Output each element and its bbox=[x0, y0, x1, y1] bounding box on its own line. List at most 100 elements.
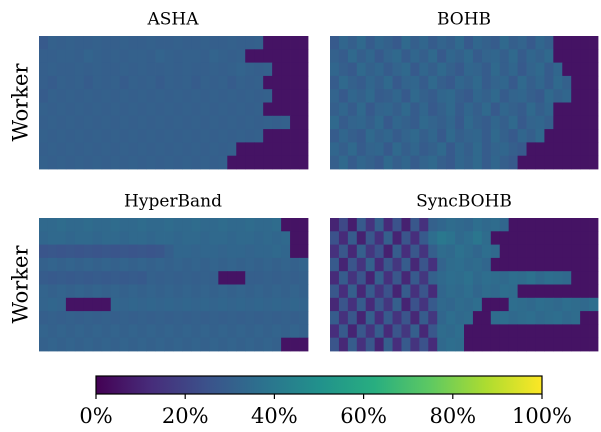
heatmap-cell bbox=[209, 36, 219, 50]
heatmap-cell bbox=[401, 129, 411, 143]
heatmap-cell bbox=[74, 297, 85, 312]
heatmap-cell bbox=[330, 324, 340, 339]
heatmap-cell bbox=[182, 257, 192, 272]
heatmap-cell bbox=[290, 89, 300, 103]
heatmap-cell bbox=[446, 75, 456, 90]
heatmap-cell bbox=[499, 257, 510, 272]
heatmap-cell bbox=[245, 142, 255, 157]
heatmap-cell bbox=[401, 36, 411, 50]
heatmap-cell bbox=[83, 257, 94, 272]
heatmap-cell bbox=[571, 257, 581, 272]
heatmap-cell bbox=[281, 129, 291, 143]
heatmap-cell bbox=[146, 155, 156, 170]
heatmap-cell bbox=[517, 284, 527, 299]
heatmap-cell bbox=[164, 284, 174, 299]
heatmap-cell bbox=[236, 155, 246, 170]
heatmap-cell bbox=[464, 311, 474, 325]
heatmap-cell bbox=[137, 297, 147, 312]
heatmap-cell bbox=[173, 284, 183, 299]
heatmap-cell bbox=[419, 62, 429, 77]
heatmap-cell bbox=[437, 115, 447, 130]
heatmap-cell bbox=[374, 36, 384, 50]
heatmap-cell bbox=[472, 115, 483, 130]
heatmap-cell bbox=[526, 231, 536, 245]
heatmap-cell bbox=[401, 231, 411, 245]
heatmap-cell bbox=[437, 271, 447, 285]
heatmap-cell bbox=[245, 271, 255, 285]
heatmap-cell bbox=[110, 75, 121, 90]
heatmap-cell bbox=[39, 115, 49, 130]
heatmap-cell bbox=[83, 142, 94, 157]
heatmap-cell bbox=[209, 102, 219, 117]
heatmap-cell bbox=[155, 129, 165, 143]
heatmap-cell bbox=[383, 49, 393, 63]
heatmap-cell bbox=[392, 244, 402, 259]
heatmap-cell bbox=[236, 89, 246, 103]
heatmap-cell bbox=[356, 324, 367, 339]
heatmap-cell bbox=[481, 155, 492, 170]
heatmap-cell bbox=[200, 155, 210, 170]
heatmap-cell bbox=[392, 89, 402, 103]
heatmap-cell bbox=[446, 49, 456, 63]
heatmap-cell bbox=[455, 337, 465, 352]
heatmap-cell bbox=[544, 62, 554, 77]
heatmap-cell bbox=[499, 62, 510, 77]
heatmap-cell bbox=[263, 75, 273, 90]
heatmap-cell bbox=[338, 271, 349, 285]
panel-title: HyperBand bbox=[124, 192, 222, 212]
heatmap-cell bbox=[83, 62, 94, 77]
heatmap-cell bbox=[299, 218, 309, 232]
heatmap-cell bbox=[119, 102, 130, 117]
heatmap-cell bbox=[65, 231, 76, 245]
heatmap-cell bbox=[330, 257, 340, 272]
heatmap-cell bbox=[508, 102, 518, 117]
heatmap-cell bbox=[464, 75, 474, 90]
heatmap-cell bbox=[290, 297, 300, 312]
heatmap-cell bbox=[455, 218, 465, 232]
heatmap-cell bbox=[338, 142, 349, 157]
heatmap-cell bbox=[272, 311, 282, 325]
heatmap-cell bbox=[410, 297, 420, 312]
heatmap-cell bbox=[47, 297, 58, 312]
heatmap-cell bbox=[419, 297, 429, 312]
heatmap-cell bbox=[200, 142, 210, 157]
heatmap-cell bbox=[128, 49, 139, 63]
heatmap-cell bbox=[571, 337, 581, 352]
heatmap-cell bbox=[209, 49, 219, 63]
heatmap-cell bbox=[191, 75, 201, 90]
heatmap-cell bbox=[365, 311, 376, 325]
heatmap-cell bbox=[490, 284, 501, 299]
heatmap-cell bbox=[128, 257, 139, 272]
heatmap-cell bbox=[110, 271, 121, 285]
heatmap-cell bbox=[464, 231, 474, 245]
heatmap-cell bbox=[455, 89, 465, 103]
heatmap-cell bbox=[410, 115, 420, 130]
heatmap-cell bbox=[209, 129, 219, 143]
heatmap-cell bbox=[146, 284, 156, 299]
heatmap-cell bbox=[39, 218, 49, 232]
heatmap-cell bbox=[146, 115, 156, 130]
heatmap-cell bbox=[330, 89, 340, 103]
heatmap-cell bbox=[392, 271, 402, 285]
heatmap-panel: BOHB bbox=[330, 10, 599, 170]
heatmap-cell bbox=[155, 218, 165, 232]
heatmap-cell bbox=[128, 324, 139, 339]
heatmap-cell bbox=[571, 75, 581, 90]
heatmap-cell bbox=[535, 142, 545, 157]
heatmap-cell bbox=[281, 142, 291, 157]
heatmap-cell bbox=[464, 142, 474, 157]
heatmap-cell bbox=[272, 102, 282, 117]
heatmap-cell bbox=[365, 89, 376, 103]
heatmap-cell bbox=[472, 142, 483, 157]
heatmap-cell bbox=[562, 102, 572, 117]
heatmap-cell bbox=[499, 297, 510, 312]
heatmap-cell bbox=[437, 244, 447, 259]
heatmap-cell bbox=[464, 337, 474, 352]
heatmap-cell bbox=[39, 89, 49, 103]
heatmap-cell bbox=[347, 284, 358, 299]
heatmap-cell bbox=[245, 284, 255, 299]
heatmap-cell bbox=[508, 231, 518, 245]
heatmap-cell bbox=[101, 218, 112, 232]
heatmap-cell bbox=[374, 271, 384, 285]
heatmap-cell bbox=[263, 311, 273, 325]
